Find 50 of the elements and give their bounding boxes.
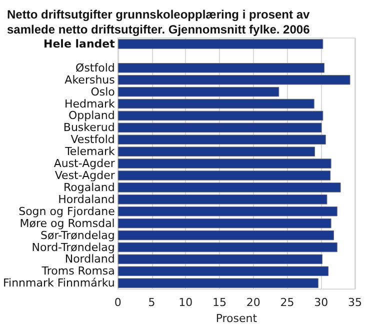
y-tick-label: Oppland bbox=[68, 109, 115, 122]
x-tick-label: 20 bbox=[246, 296, 260, 310]
y-tick-label: Troms Romsa bbox=[40, 264, 115, 278]
bar bbox=[118, 206, 338, 216]
y-tick-label: Nordland bbox=[64, 252, 115, 266]
bar bbox=[118, 74, 350, 85]
y-tick-label: Vestfold bbox=[70, 133, 115, 146]
y-tick-label: Hele landet bbox=[44, 37, 115, 50]
x-tick-label: 25 bbox=[280, 296, 294, 310]
chart-title: Netto driftsutgifter grunnskoleopplæring i prosent av samlede netto driftsutgifter. Gjennomsnitt fylke. 2006 bbox=[7, 8, 310, 36]
y-tick-label: Sogn og Fjordane bbox=[18, 204, 116, 218]
x-tick-label: 5 bbox=[148, 296, 156, 310]
bar bbox=[118, 182, 341, 192]
bar bbox=[118, 230, 334, 240]
bar bbox=[118, 242, 338, 252]
y-tick-label: Hordaland bbox=[58, 192, 115, 206]
y-tick-label: Telemark bbox=[64, 145, 116, 158]
y-tick-label: Vest-Agder bbox=[54, 169, 116, 182]
y-tick-label: Nord-Trøndelag bbox=[32, 240, 115, 254]
bar bbox=[118, 98, 314, 109]
y-tick-label: Rogaland bbox=[64, 180, 115, 194]
bar bbox=[118, 170, 331, 180]
y-tick-label: Sør-Trøndelag bbox=[40, 228, 115, 242]
bar bbox=[118, 194, 328, 204]
bar bbox=[118, 86, 280, 97]
bar bbox=[118, 254, 322, 264]
bar bbox=[118, 39, 324, 49]
bar bbox=[118, 266, 329, 276]
x-tick-label: 15 bbox=[212, 296, 227, 310]
bar bbox=[118, 122, 322, 133]
y-tick-label: Hedmark bbox=[64, 97, 116, 110]
x-tick-label: 30 bbox=[314, 296, 328, 310]
bar bbox=[118, 218, 332, 228]
x-tick-label: 10 bbox=[178, 296, 193, 310]
y-tick-label: Møre og Romsdal bbox=[20, 216, 115, 230]
y-tick-label: Oslo bbox=[90, 85, 116, 98]
y-tick-label: Buskerud bbox=[63, 121, 115, 134]
y-tick-label: Østfold bbox=[76, 61, 115, 74]
y-tick-label: Aust-Agder bbox=[54, 157, 116, 170]
x-tick-label: 0 bbox=[114, 296, 122, 310]
y-tick-label: Akershus bbox=[64, 73, 116, 86]
bar bbox=[118, 146, 316, 156]
x-tick-label: 35 bbox=[348, 296, 362, 310]
y-tick-label: Finnmark Finnmárku bbox=[2, 276, 115, 290]
bar bbox=[118, 158, 332, 168]
bar bbox=[118, 62, 325, 73]
x-axis-title: Prosent bbox=[216, 312, 258, 325]
bar bbox=[118, 110, 324, 121]
bar bbox=[118, 134, 326, 145]
bar bbox=[118, 278, 318, 288]
